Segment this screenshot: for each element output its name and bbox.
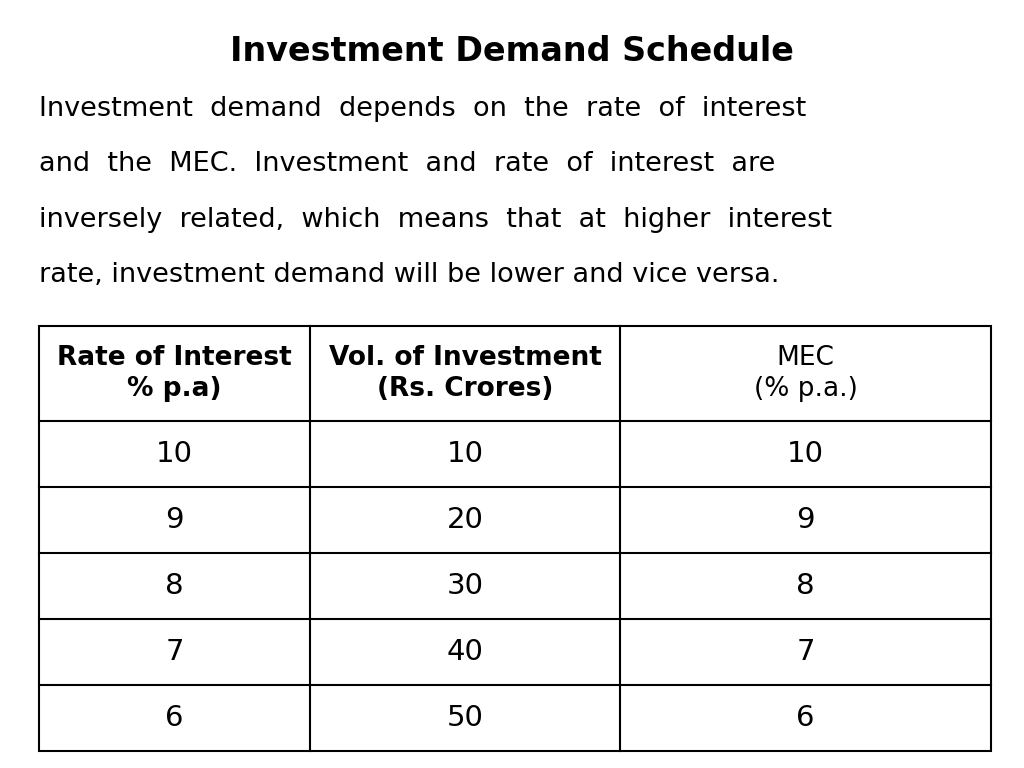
Text: (% p.a.): (% p.a.) — [754, 376, 857, 402]
Text: 40: 40 — [446, 638, 483, 666]
Text: 10: 10 — [156, 440, 194, 468]
Text: inversely  related,  which  means  that  at  higher  interest: inversely related, which means that at h… — [39, 207, 831, 233]
Text: 10: 10 — [787, 440, 824, 468]
Text: (Rs. Crores): (Rs. Crores) — [377, 376, 553, 402]
Text: Investment  demand  depends  on  the  rate  of  interest: Investment demand depends on the rate of… — [39, 96, 806, 122]
Text: 7: 7 — [797, 638, 815, 666]
Text: 10: 10 — [446, 440, 483, 468]
Text: % p.a): % p.a) — [127, 376, 222, 402]
Text: 6: 6 — [797, 704, 815, 732]
Text: Vol. of Investment: Vol. of Investment — [329, 346, 601, 372]
Text: 20: 20 — [446, 506, 483, 534]
Text: 8: 8 — [165, 572, 184, 600]
Text: 50: 50 — [446, 704, 483, 732]
Bar — [39, 326, 991, 751]
Text: 30: 30 — [446, 572, 483, 600]
Text: Investment Demand Schedule: Investment Demand Schedule — [230, 35, 794, 68]
Text: 8: 8 — [797, 572, 815, 600]
Text: rate, investment demand will be lower and vice versa.: rate, investment demand will be lower an… — [39, 262, 779, 288]
Text: MEC: MEC — [776, 346, 835, 372]
Text: 7: 7 — [165, 638, 184, 666]
Text: 9: 9 — [797, 506, 815, 534]
Text: 9: 9 — [165, 506, 184, 534]
Text: and  the  MEC.  Investment  and  rate  of  interest  are: and the MEC. Investment and rate of inte… — [39, 151, 775, 177]
Text: Rate of Interest: Rate of Interest — [57, 346, 292, 372]
Text: 6: 6 — [165, 704, 184, 732]
